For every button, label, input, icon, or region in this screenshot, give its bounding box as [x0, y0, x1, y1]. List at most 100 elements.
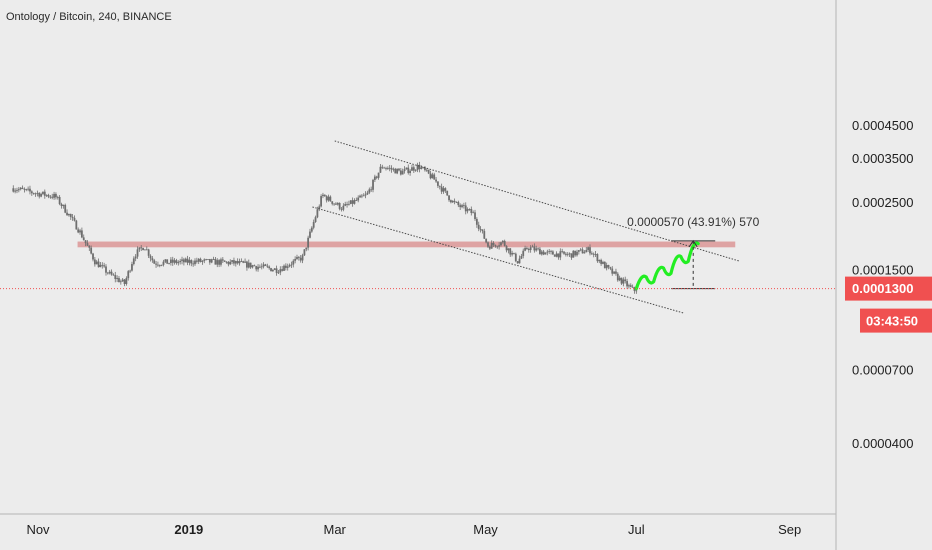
candle [626, 278, 628, 289]
candle [62, 204, 65, 209]
candle [349, 200, 352, 205]
candle [505, 245, 508, 253]
candle [418, 161, 421, 173]
candle [531, 244, 534, 248]
candle [12, 185, 15, 193]
candle [559, 248, 562, 261]
candle [270, 267, 272, 272]
candle [214, 257, 217, 265]
candle [333, 203, 335, 206]
candle [464, 202, 467, 215]
candle [297, 255, 300, 261]
candle [401, 168, 404, 175]
candle [155, 261, 157, 268]
candle [329, 195, 332, 202]
candle [303, 249, 306, 256]
candle [90, 245, 93, 255]
x-tick-label: Jul [628, 522, 645, 537]
candle [55, 192, 57, 200]
candle [312, 219, 315, 230]
candle [607, 264, 610, 270]
candle [546, 249, 549, 256]
candle [592, 252, 595, 258]
candle [381, 164, 384, 170]
candle [527, 247, 530, 253]
candle [220, 257, 222, 267]
candle [570, 253, 573, 260]
candle [168, 262, 170, 265]
candle-countdown: 03:43:50 [860, 308, 932, 333]
candle [624, 276, 627, 284]
candle [503, 239, 506, 247]
candle [284, 263, 287, 271]
candle [42, 191, 44, 196]
candle [29, 185, 31, 195]
candle [581, 247, 584, 254]
candle [451, 200, 454, 204]
candle [490, 240, 493, 249]
y-tick-label: 0.0004500 [852, 118, 913, 133]
candle [93, 256, 96, 267]
candle [80, 227, 83, 239]
candle [409, 169, 412, 176]
y-tick-label: 0.0000400 [852, 436, 913, 451]
candle [351, 197, 354, 207]
candle [25, 188, 28, 192]
candle [320, 194, 323, 208]
candle [605, 262, 608, 271]
candle [446, 190, 449, 196]
candle [56, 195, 59, 200]
candle [518, 255, 521, 264]
candle [622, 277, 625, 287]
candle [138, 247, 141, 252]
candle [79, 228, 81, 235]
channel-lower-line [312, 206, 684, 314]
candle [579, 248, 582, 252]
candle [157, 261, 159, 267]
candle [305, 247, 308, 252]
candle [45, 194, 48, 198]
candle [249, 262, 252, 269]
candle [364, 191, 367, 199]
candle [246, 260, 248, 271]
candle [234, 260, 237, 267]
candle [370, 186, 373, 192]
candle [618, 275, 621, 282]
candle [310, 226, 313, 233]
candle [240, 258, 243, 262]
candle [501, 240, 504, 244]
candle [84, 240, 87, 247]
candle [542, 249, 545, 256]
candle [609, 266, 612, 271]
candle [379, 164, 382, 173]
candle [281, 265, 284, 272]
y-tick-label: 0.0000700 [852, 362, 913, 377]
candle [268, 265, 271, 270]
candle [197, 258, 200, 265]
candle [210, 258, 213, 264]
candle [97, 258, 100, 268]
candle [279, 266, 282, 276]
candle [444, 187, 447, 193]
candle [494, 244, 497, 248]
candle [514, 252, 517, 263]
candle [577, 250, 580, 255]
candle [242, 260, 245, 264]
candle [488, 245, 491, 251]
candle [273, 267, 276, 271]
candle [438, 185, 441, 190]
candle [95, 259, 98, 265]
candle [594, 250, 597, 258]
x-tick-label: Nov [26, 522, 50, 537]
candle [69, 213, 72, 220]
candle [205, 258, 208, 261]
candle [229, 259, 232, 266]
candle [540, 249, 543, 256]
candle [292, 259, 295, 268]
candle [114, 271, 117, 283]
candle [492, 241, 495, 247]
x-tick-label: Sep [778, 522, 801, 537]
candle [199, 257, 202, 263]
candle [437, 181, 439, 188]
